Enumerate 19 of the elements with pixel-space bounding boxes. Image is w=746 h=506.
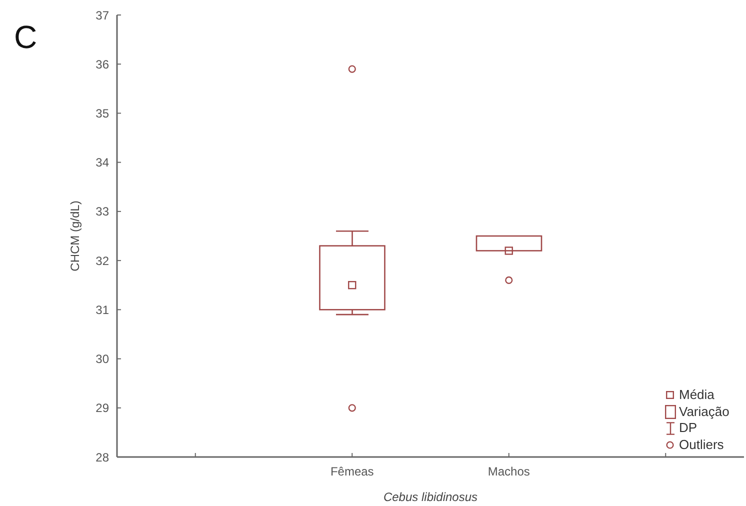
annotation: DP: [679, 420, 698, 438]
annotation: Variação: [679, 404, 730, 420]
y-tick-label: 32: [96, 254, 110, 268]
y-tick-label: 31: [96, 302, 110, 317]
y-axis-title: CHCM (g/dL): [68, 200, 82, 272]
y-tick-label: 30: [96, 352, 110, 366]
annotation: Média: [679, 387, 714, 404]
y-tick-label: 33: [96, 204, 110, 219]
y-tick-label: 34: [96, 156, 110, 170]
y-tick-label: 35: [96, 106, 110, 120]
chart-title: C: [14, 19, 38, 55]
x-axis-title: Cebus libidinosus: [383, 490, 478, 504]
y-tick-label: 36: [96, 57, 110, 72]
y-tick-label: 28: [96, 450, 110, 464]
x-tick-label: Machos: [488, 464, 530, 479]
y-tick-label: 29: [96, 401, 110, 416]
x-tick-label: Fêmeas: [330, 464, 374, 479]
annotation: Outliers: [679, 437, 724, 454]
y-tick-label: 37: [96, 8, 110, 22]
